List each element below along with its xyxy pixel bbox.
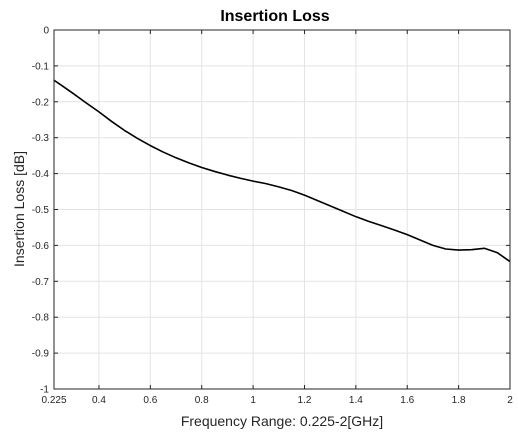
x-tick-label: 0.225 — [41, 395, 66, 406]
x-tick-label: 1.8 — [452, 395, 466, 406]
x-axis-label: Frequency Range: 0.225-2[GHz] — [181, 413, 383, 429]
y-tick-label: -1 — [40, 385, 49, 396]
insertion-loss-line — [53, 79, 511, 263]
x-tick-label: 1.2 — [298, 395, 312, 406]
y-tick-label: -0.8 — [32, 313, 50, 324]
x-tick-label: 0.4 — [92, 395, 106, 406]
x-tick-label: 0.8 — [195, 395, 209, 406]
chart-title: Insertion Loss — [220, 8, 329, 25]
y-tick-label: -0.4 — [32, 169, 50, 180]
y-tick-label: -0.6 — [32, 241, 50, 252]
x-tick-label: 2 — [507, 395, 513, 406]
x-tick-labels: 0.225 0.4 0.6 0.8 1 1.2 1.4 1.6 1.8 2 — [41, 395, 513, 406]
y-tick-label: 0 — [43, 26, 49, 37]
ticks — [53, 29, 511, 390]
y-tick-label: -0.7 — [32, 277, 50, 288]
x-tick-label: 1 — [250, 395, 256, 406]
y-tick-label: -0.1 — [32, 61, 50, 72]
y-tick-label: -0.5 — [32, 205, 50, 216]
x-tick-label: 0.6 — [143, 395, 157, 406]
plot-area — [53, 29, 511, 390]
y-tick-labels: 0 -0.1 -0.2 -0.3 -0.4 -0.5 -0.6 -0.7 -0.8 -0.9 -1 — [32, 26, 50, 396]
y-axis-label: Insertion Loss [dB] — [11, 151, 27, 267]
grid — [54, 30, 510, 389]
y-tick-label: -0.3 — [32, 133, 50, 144]
y-tick-label: -0.9 — [32, 349, 50, 360]
x-tick-label: 1.4 — [349, 395, 363, 406]
x-tick-label: 1.6 — [400, 395, 414, 406]
y-tick-label: -0.2 — [32, 97, 50, 108]
